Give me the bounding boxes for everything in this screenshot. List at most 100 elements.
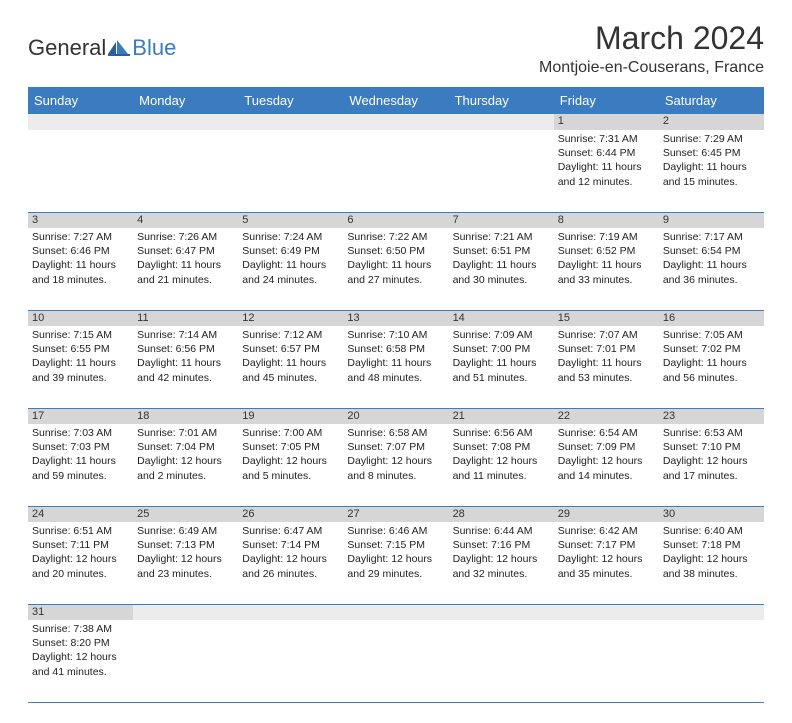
sunrise-text: Sunrise: 6:49 AM: [137, 524, 234, 538]
daylight-text: Daylight: 11 hours and 15 minutes.: [663, 160, 760, 188]
day-cell: Sunrise: 7:19 AMSunset: 6:52 PMDaylight:…: [554, 228, 659, 310]
day-cell: Sunrise: 6:54 AMSunset: 7:09 PMDaylight:…: [554, 424, 659, 506]
day-number: 10: [28, 310, 133, 326]
sunset-text: Sunset: 7:18 PM: [663, 538, 760, 552]
daylight-text: Daylight: 11 hours and 51 minutes.: [453, 356, 550, 384]
sunrise-text: Sunrise: 6:58 AM: [347, 426, 444, 440]
sunset-text: Sunset: 6:58 PM: [347, 342, 444, 356]
sunrise-text: Sunrise: 6:54 AM: [558, 426, 655, 440]
day-cell: Sunrise: 7:24 AMSunset: 6:49 PMDaylight:…: [238, 228, 343, 310]
day-header: Tuesday: [238, 87, 343, 114]
daylight-text: Daylight: 11 hours and 59 minutes.: [32, 454, 129, 482]
sunset-text: Sunset: 7:03 PM: [32, 440, 129, 454]
week-row: Sunrise: 6:51 AMSunset: 7:11 PMDaylight:…: [28, 522, 764, 604]
daynum-row: 10111213141516: [28, 310, 764, 326]
logo-sail-icon: [108, 40, 130, 56]
daylight-text: Daylight: 12 hours and 14 minutes.: [558, 454, 655, 482]
day-cell: Sunrise: 7:15 AMSunset: 6:55 PMDaylight:…: [28, 326, 133, 408]
day-number: 8: [554, 212, 659, 228]
daylight-text: Daylight: 11 hours and 56 minutes.: [663, 356, 760, 384]
day-number: 7: [449, 212, 554, 228]
daylight-text: Daylight: 11 hours and 30 minutes.: [453, 258, 550, 286]
sunrise-text: Sunrise: 7:09 AM: [453, 328, 550, 342]
sunrise-text: Sunrise: 7:05 AM: [663, 328, 760, 342]
sunset-text: Sunset: 7:04 PM: [137, 440, 234, 454]
sunrise-text: Sunrise: 7:14 AM: [137, 328, 234, 342]
location-subtitle: Montjoie-en-Couserans, France: [539, 59, 764, 77]
daylight-text: Daylight: 12 hours and 8 minutes.: [347, 454, 444, 482]
day-cell: Sunrise: 7:31 AMSunset: 6:44 PMDaylight:…: [554, 130, 659, 212]
day-number: 17: [28, 408, 133, 424]
day-number: 3: [28, 212, 133, 228]
day-number: 15: [554, 310, 659, 326]
sunset-text: Sunset: 6:54 PM: [663, 244, 760, 258]
sunrise-text: Sunrise: 7:00 AM: [242, 426, 339, 440]
daynum-row: 31: [28, 604, 764, 620]
day-header: Saturday: [659, 87, 764, 114]
day-cell: Sunrise: 7:12 AMSunset: 6:57 PMDaylight:…: [238, 326, 343, 408]
day-cell: Sunrise: 6:44 AMSunset: 7:16 PMDaylight:…: [449, 522, 554, 604]
sunrise-text: Sunrise: 6:40 AM: [663, 524, 760, 538]
daylight-text: Daylight: 11 hours and 36 minutes.: [663, 258, 760, 286]
day-number: [238, 114, 343, 130]
calendar-table: SundayMondayTuesdayWednesdayThursdayFrid…: [28, 87, 764, 703]
sunrise-text: Sunrise: 6:53 AM: [663, 426, 760, 440]
day-cell: Sunrise: 7:27 AMSunset: 6:46 PMDaylight:…: [28, 228, 133, 310]
day-number: 2: [659, 114, 764, 130]
day-cell: [133, 620, 238, 702]
day-number: [28, 114, 133, 130]
day-number: 16: [659, 310, 764, 326]
daylight-text: Daylight: 12 hours and 38 minutes.: [663, 552, 760, 580]
daylight-text: Daylight: 11 hours and 24 minutes.: [242, 258, 339, 286]
sunset-text: Sunset: 8:20 PM: [32, 636, 129, 650]
sunset-text: Sunset: 7:17 PM: [558, 538, 655, 552]
sunrise-text: Sunrise: 7:03 AM: [32, 426, 129, 440]
sunset-text: Sunset: 7:14 PM: [242, 538, 339, 552]
day-cell: [343, 130, 448, 212]
sunset-text: Sunset: 6:56 PM: [137, 342, 234, 356]
daylight-text: Daylight: 11 hours and 21 minutes.: [137, 258, 234, 286]
sunset-text: Sunset: 6:44 PM: [558, 146, 655, 160]
day-cell: Sunrise: 6:46 AMSunset: 7:15 PMDaylight:…: [343, 522, 448, 604]
page-title: March 2024: [539, 20, 764, 57]
day-number: 24: [28, 506, 133, 522]
day-header: Friday: [554, 87, 659, 114]
sunset-text: Sunset: 6:45 PM: [663, 146, 760, 160]
day-cell: Sunrise: 7:17 AMSunset: 6:54 PMDaylight:…: [659, 228, 764, 310]
sunrise-text: Sunrise: 7:15 AM: [32, 328, 129, 342]
sunrise-text: Sunrise: 6:47 AM: [242, 524, 339, 538]
day-number: 13: [343, 310, 448, 326]
sunset-text: Sunset: 6:47 PM: [137, 244, 234, 258]
day-header: Thursday: [449, 87, 554, 114]
sunrise-text: Sunrise: 6:42 AM: [558, 524, 655, 538]
day-number: [133, 604, 238, 620]
sunset-text: Sunset: 7:16 PM: [453, 538, 550, 552]
day-header-row: SundayMondayTuesdayWednesdayThursdayFrid…: [28, 87, 764, 114]
sunset-text: Sunset: 6:51 PM: [453, 244, 550, 258]
day-number: 5: [238, 212, 343, 228]
daylight-text: Daylight: 12 hours and 35 minutes.: [558, 552, 655, 580]
day-number: 11: [133, 310, 238, 326]
day-number: 23: [659, 408, 764, 424]
day-cell: [449, 620, 554, 702]
day-number: 18: [133, 408, 238, 424]
day-cell: Sunrise: 7:09 AMSunset: 7:00 PMDaylight:…: [449, 326, 554, 408]
day-number: [449, 604, 554, 620]
day-number: 12: [238, 310, 343, 326]
day-number: [343, 114, 448, 130]
day-cell: Sunrise: 6:49 AMSunset: 7:13 PMDaylight:…: [133, 522, 238, 604]
daylight-text: Daylight: 12 hours and 17 minutes.: [663, 454, 760, 482]
daylight-text: Daylight: 12 hours and 29 minutes.: [347, 552, 444, 580]
sunset-text: Sunset: 6:57 PM: [242, 342, 339, 356]
day-cell: Sunrise: 6:40 AMSunset: 7:18 PMDaylight:…: [659, 522, 764, 604]
sunrise-text: Sunrise: 7:12 AM: [242, 328, 339, 342]
week-row: Sunrise: 7:27 AMSunset: 6:46 PMDaylight:…: [28, 228, 764, 310]
daylight-text: Daylight: 11 hours and 18 minutes.: [32, 258, 129, 286]
sunrise-text: Sunrise: 7:29 AM: [663, 132, 760, 146]
day-number: 4: [133, 212, 238, 228]
day-number: 6: [343, 212, 448, 228]
sunrise-text: Sunrise: 7:01 AM: [137, 426, 234, 440]
sunset-text: Sunset: 6:46 PM: [32, 244, 129, 258]
day-cell: [238, 130, 343, 212]
day-cell: Sunrise: 6:56 AMSunset: 7:08 PMDaylight:…: [449, 424, 554, 506]
